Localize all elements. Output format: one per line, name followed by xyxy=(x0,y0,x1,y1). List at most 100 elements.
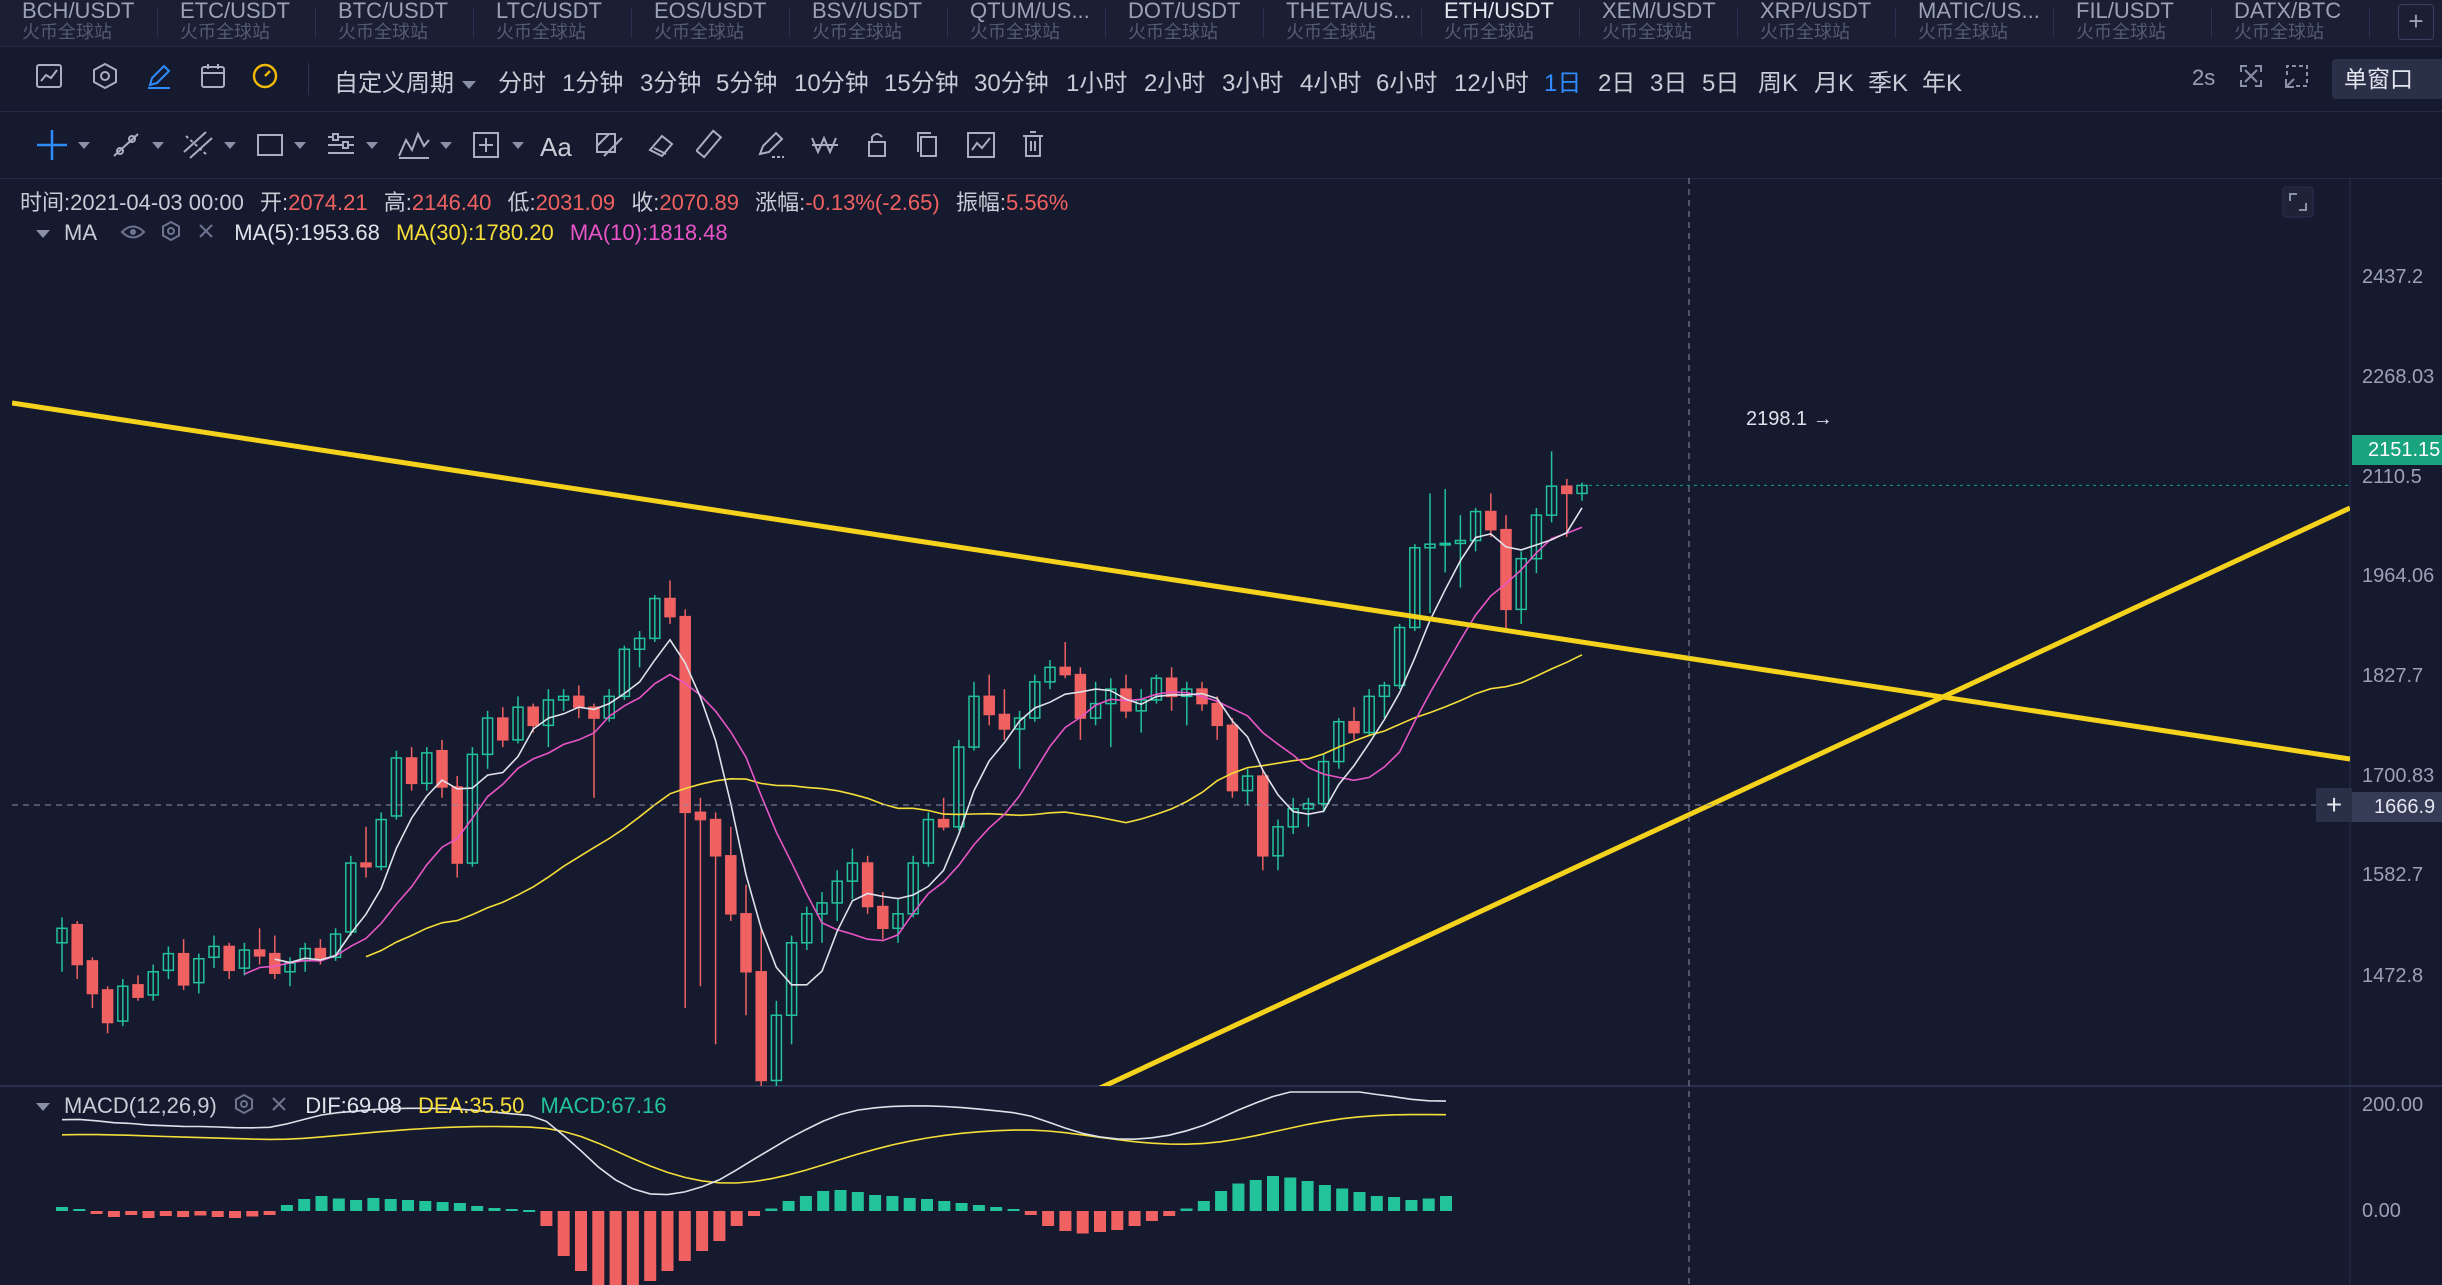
chevron-down-icon[interactable] xyxy=(440,142,452,149)
period-option[interactable]: 分时 xyxy=(498,70,546,97)
price-tick-label: 1827.7 xyxy=(2362,665,2424,687)
symbol-tab-xrp-usdt[interactable]: XRP/USDT 火币全球站 xyxy=(1738,0,1896,46)
add-tab-button[interactable]: + xyxy=(2398,4,2434,40)
symbol-tab-qtum-us[interactable]: QTUM/US... 火币全球站 xyxy=(948,0,1106,46)
period-option[interactable]: 3日 xyxy=(1650,70,1688,97)
period-option[interactable]: 3分钟 xyxy=(640,70,702,97)
macd-histogram-bar xyxy=(730,1211,743,1226)
candlestick-chart[interactable] xyxy=(0,178,2442,1285)
maximize-chart-icon[interactable] xyxy=(2280,184,2316,220)
chevron-down-icon[interactable] xyxy=(366,142,378,149)
candle-body-down xyxy=(573,695,585,708)
eye-icon[interactable] xyxy=(120,221,146,247)
ma-close-icon[interactable] xyxy=(196,221,216,247)
period-option[interactable]: 年K xyxy=(1922,70,1963,97)
candle-body-up xyxy=(603,695,615,719)
period-option[interactable]: 2日 xyxy=(1598,70,1636,97)
period-option[interactable]: 15分钟 xyxy=(884,70,959,97)
chevron-down-icon[interactable] xyxy=(512,142,524,149)
period-option[interactable]: 4小时 xyxy=(1300,70,1362,97)
lock-icon[interactable] xyxy=(862,126,892,164)
symbol-tab-xem-usdt[interactable]: XEM/USDT 火币全球站 xyxy=(1580,0,1738,46)
screenshot-icon[interactable] xyxy=(2282,61,2318,97)
measure-tool-icon[interactable] xyxy=(470,126,504,164)
symbol-tab-matic-us[interactable]: MATIC/US... 火币全球站 xyxy=(1896,0,2054,46)
crosshair-add-icon[interactable]: + xyxy=(2316,788,2352,822)
macd-histogram-bar xyxy=(1336,1188,1349,1211)
ruler-tool-icon[interactable] xyxy=(696,126,730,164)
period-option[interactable]: 2小时 xyxy=(1144,70,1206,97)
ma-settings-icon[interactable] xyxy=(160,220,182,248)
fullscreen-icon[interactable] xyxy=(2236,61,2272,97)
symbol-tab-etc-usdt[interactable]: ETC/USDT 火币全球站 xyxy=(158,0,316,46)
symbol-tab-eos-usdt[interactable]: EOS/USDT 火币全球站 xyxy=(632,0,790,46)
trash-icon[interactable] xyxy=(1018,126,1048,164)
refresh-rate[interactable]: 2s xyxy=(2192,65,2216,90)
period-option[interactable]: 10分钟 xyxy=(794,70,869,97)
macd-settings-icon[interactable] xyxy=(233,1093,255,1121)
text-tool-button[interactable]: Aa xyxy=(540,132,572,162)
magnet-pen-icon[interactable] xyxy=(754,126,788,164)
symbol-tab-theta-us[interactable]: THETA/US... 火币全球站 xyxy=(1264,0,1422,46)
indicator-clock-icon[interactable] xyxy=(250,61,286,97)
chevron-down-icon[interactable] xyxy=(152,142,164,149)
candle-body-down xyxy=(1485,510,1497,531)
candle-body-down xyxy=(451,786,463,864)
candle-body-down xyxy=(1074,673,1087,719)
eraser-tool-icon[interactable] xyxy=(644,126,678,164)
custom-period-dropdown[interactable]: 自定义周期 xyxy=(334,63,476,98)
period-option[interactable]: 1小时 xyxy=(1066,70,1128,97)
template-icon[interactable] xyxy=(964,126,998,164)
current-price-badge: 2151.15 xyxy=(2352,435,2442,465)
amplitude-value: 5.56% xyxy=(1005,190,1069,215)
crosshair-tool-icon[interactable] xyxy=(32,126,72,164)
symbol-tab-fil-usdt[interactable]: FIL/USDT 火币全球站 xyxy=(2054,0,2212,46)
period-option[interactable]: 3小时 xyxy=(1222,70,1284,97)
macd-histogram-bar xyxy=(350,1200,363,1211)
settings-hexagon-icon[interactable] xyxy=(90,61,126,97)
symbol-tab-datx-btc[interactable]: DATX/BTC 火币全球站 xyxy=(2212,0,2370,46)
dea-label: DEA: xyxy=(417,1093,470,1118)
candle-body-down xyxy=(679,615,691,814)
symbol-tab-bch-usdt[interactable]: BCH/USDT 火币全球站 xyxy=(0,0,158,46)
symbol-tab-dot-usdt[interactable]: DOT/USDT 火币全球站 xyxy=(1106,0,1264,46)
period-option[interactable]: 5日 xyxy=(1702,70,1740,97)
macd-histogram-bar xyxy=(367,1198,380,1211)
brush-tool-icon[interactable] xyxy=(592,126,626,164)
period-option[interactable]: 12小时 xyxy=(1454,70,1529,97)
symbol-tab-bsv-usdt[interactable]: BSV/USDT 火币全球站 xyxy=(790,0,948,46)
calendar-icon[interactable] xyxy=(198,61,234,97)
chevron-down-icon[interactable] xyxy=(294,142,306,149)
macd-close-icon[interactable] xyxy=(269,1094,289,1120)
fibonacci-tool-icon[interactable] xyxy=(324,126,358,164)
pattern-tool-icon[interactable] xyxy=(396,126,432,164)
period-option[interactable]: 1分钟 xyxy=(562,70,624,97)
trend-line-tool-icon[interactable] xyxy=(108,126,144,164)
period-option[interactable]: 月K xyxy=(1814,70,1855,97)
collapse-chevron-icon[interactable] xyxy=(36,1103,50,1112)
symbol-tab-btc-usdt[interactable]: BTC/USDT 火币全球站 xyxy=(316,0,474,46)
macd-histogram-bar xyxy=(263,1211,276,1215)
lock-drawings-icon[interactable] xyxy=(808,126,842,164)
macd-histogram-bar xyxy=(834,1190,847,1211)
copy-icon[interactable] xyxy=(912,126,942,164)
symbol-exchange: 火币全球站 xyxy=(496,22,586,42)
symbol-tab-eth-usdt[interactable]: ETH/USDT 火币全球站 xyxy=(1422,0,1580,46)
period-option[interactable]: 30分钟 xyxy=(974,70,1049,97)
chart-type-icon[interactable] xyxy=(34,61,70,97)
period-option[interactable]: 季K xyxy=(1868,70,1909,97)
period-option[interactable]: 6小时 xyxy=(1376,70,1438,97)
period-option[interactable]: 1日 xyxy=(1544,70,1582,97)
chevron-down-icon[interactable] xyxy=(78,142,90,149)
chevron-down-icon[interactable] xyxy=(224,142,236,149)
draw-pen-icon[interactable] xyxy=(144,61,180,97)
symbol-tab-ltc-usdt[interactable]: LTC/USDT 火币全球站 xyxy=(474,0,632,46)
period-option[interactable]: 5分钟 xyxy=(716,70,778,97)
period-option[interactable]: 周K xyxy=(1758,70,1799,97)
collapse-chevron-icon[interactable] xyxy=(36,230,50,239)
layout-selector-button[interactable]: 单窗口 xyxy=(2332,59,2442,99)
rectangle-tool-icon[interactable] xyxy=(254,126,286,164)
candle-body-down xyxy=(360,862,372,868)
parallel-channel-tool-icon[interactable] xyxy=(180,126,216,164)
ma5-label: MA(5): xyxy=(234,220,301,245)
